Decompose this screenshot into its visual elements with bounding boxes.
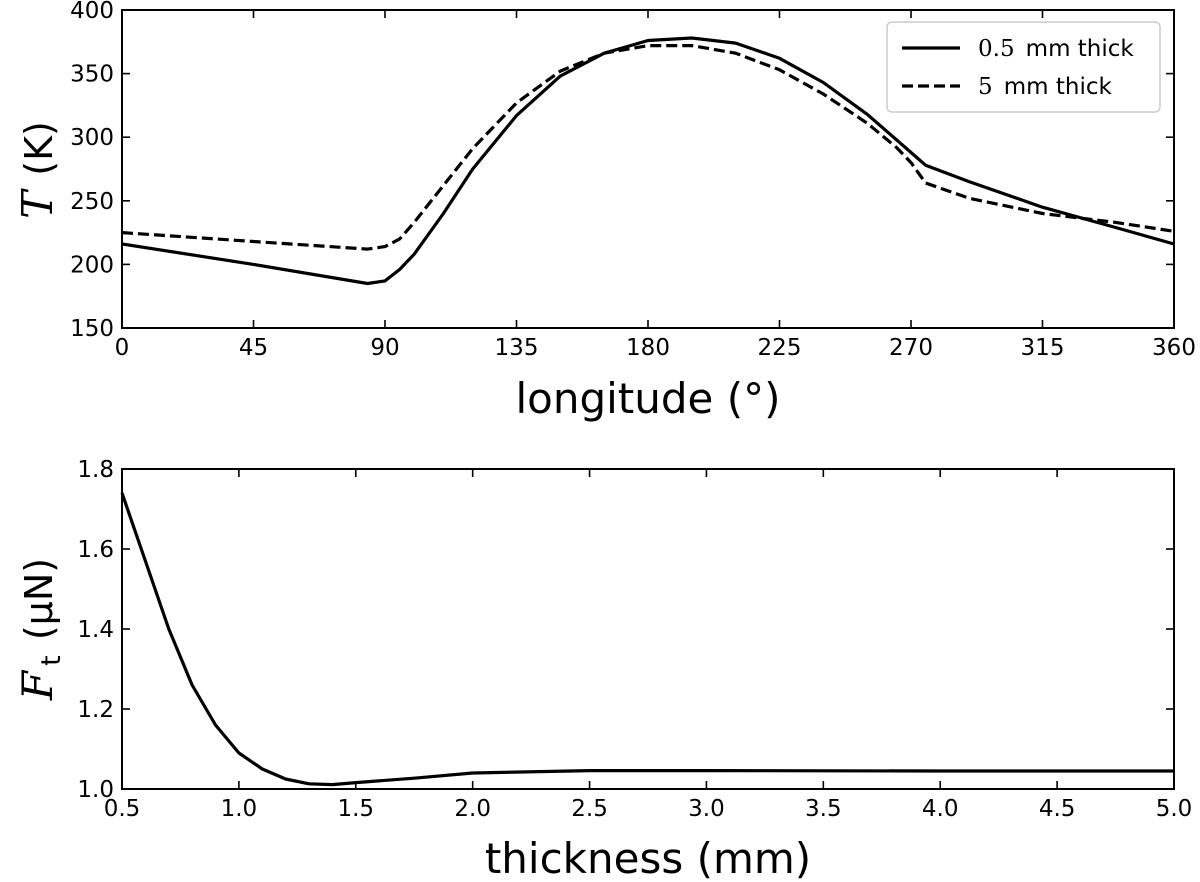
force-x-tick-label: 2.5 bbox=[571, 796, 608, 822]
force-series-0-solid bbox=[120, 492, 1174, 787]
temperature-y-tick-label: 400 bbox=[70, 0, 114, 24]
temperature-panel: 0 45 90 135 180 225 270 315 360 150 200 250 300 350 40… bbox=[13, 0, 1196, 423]
force-x-tick-label: 5.0 bbox=[1156, 796, 1193, 822]
temperature-y-tick-label: 150 bbox=[70, 316, 114, 342]
temperature-y-unit: (K) bbox=[17, 121, 61, 176]
temperature-y-tick-label: 300 bbox=[70, 125, 114, 151]
temperature-y-tick-label: 350 bbox=[70, 62, 114, 88]
temperature-series-1-dashed bbox=[121, 43, 1175, 251]
force-y-tick-label: 1.2 bbox=[77, 697, 114, 723]
legend-label-1: 5 mm thick bbox=[978, 74, 1112, 100]
force-y-symbol: F bbox=[13, 669, 62, 701]
force-y-tick-label: 1.0 bbox=[77, 777, 114, 803]
force-x-label: thickness (mm) bbox=[485, 834, 811, 882]
force-y-tick-label: 1.8 bbox=[77, 457, 114, 483]
legend-suffix-0: mm thick bbox=[1026, 36, 1135, 62]
force-panel: 0.5 1.0 1.5 2.0 2.5 3.0 3.5 4.0 4.5 5.01.01.21.41… bbox=[13, 457, 1192, 882]
force-ticks: 0.5 1.0 1.5 2.0 2.5 3.0 3.5 4.0 4.5 5.01.01.21.41… bbox=[77, 457, 1192, 822]
legend-value-0: 0.5 bbox=[978, 36, 1015, 62]
force-x-tick-label: 1.5 bbox=[337, 796, 374, 822]
temperature-x-tick-label: 315 bbox=[1021, 335, 1065, 361]
force-y-unit: (μN) bbox=[17, 558, 61, 640]
legend-suffix-1: mm thick bbox=[1004, 74, 1113, 100]
temperature-x-tick-label: 135 bbox=[495, 335, 539, 361]
legend: 0.5 mm thick 5 mm thick bbox=[886, 21, 1161, 113]
temperature-x-tick-label: 360 bbox=[1152, 335, 1196, 361]
force-x-tick-label: 1.0 bbox=[221, 796, 258, 822]
legend-label-0: 0.5 mm thick bbox=[978, 36, 1134, 62]
force-y-subscript: t bbox=[36, 655, 67, 666]
temperature-x-label: longitude (°) bbox=[515, 374, 780, 423]
force-x-tick-label: 4.0 bbox=[922, 796, 959, 822]
legend-box bbox=[886, 21, 1161, 113]
temperature-series bbox=[121, 36, 1175, 286]
temperature-y-label: T (K) bbox=[13, 121, 62, 219]
temperature-y-tick-label: 200 bbox=[70, 252, 114, 278]
force-axes-frame bbox=[121, 468, 1175, 790]
temperature-y-symbol: T bbox=[13, 188, 62, 219]
temperature-x-tick-label: 180 bbox=[626, 335, 670, 361]
force-series bbox=[120, 492, 1174, 787]
temperature-series-0-solid bbox=[121, 36, 1175, 286]
force-x-tick-label: 4.5 bbox=[1039, 796, 1076, 822]
force-x-tick-label: 3.5 bbox=[805, 796, 842, 822]
force-y-tick-label: 1.6 bbox=[77, 537, 114, 563]
temperature-y-tick-label: 250 bbox=[70, 189, 114, 215]
force-y-label: F t (μN) bbox=[13, 558, 67, 701]
force-y-tick-label: 1.4 bbox=[77, 617, 114, 643]
temperature-x-tick-label: 0 bbox=[115, 335, 130, 361]
legend-value-1: 5 bbox=[978, 74, 993, 100]
temperature-x-tick-label: 45 bbox=[239, 335, 268, 361]
force-x-tick-label: 0.5 bbox=[104, 796, 141, 822]
temperature-x-tick-label: 270 bbox=[889, 335, 933, 361]
force-x-tick-label: 3.0 bbox=[688, 796, 725, 822]
temperature-ticks: 0 45 90 135 180 225 270 315 360 150 200 250 300 350 40… bbox=[70, 0, 1196, 361]
force-x-tick-label: 2.0 bbox=[454, 796, 491, 822]
temperature-x-tick-label: 225 bbox=[758, 335, 802, 361]
temperature-x-tick-label: 90 bbox=[370, 335, 399, 361]
temperature-axes-frame bbox=[121, 9, 1175, 329]
